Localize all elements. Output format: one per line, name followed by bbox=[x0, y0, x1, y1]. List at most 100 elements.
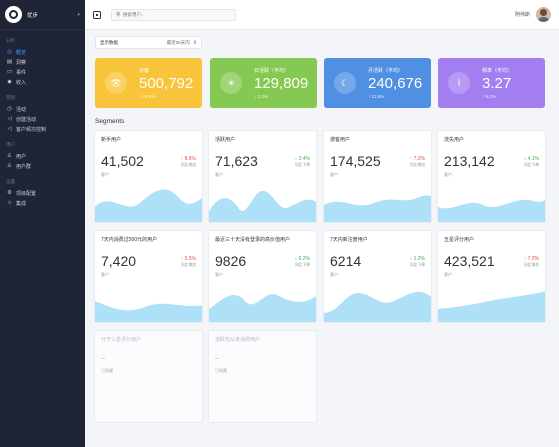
sidebar-item-icon: ♙ bbox=[7, 163, 12, 169]
stat-icon: ⌇ bbox=[448, 72, 470, 94]
segment-card[interactable]: 7天内消费过500元的用户 7,420 客户 ↑ 5.5% 同比增加 bbox=[94, 230, 203, 323]
trend-area bbox=[95, 189, 202, 222]
sidebar-item-icon: ◷ bbox=[7, 106, 12, 112]
sidebar-item[interactable]: ◁ 创建活动 bbox=[0, 114, 85, 124]
username[interactable]: 阿伟斯 bbox=[514, 12, 530, 18]
segment-title: 流失用户 bbox=[444, 137, 465, 143]
stat-card[interactable]: ⌇ 频率（平均） 3.27 ↑ 5.2% bbox=[438, 58, 545, 108]
project-switcher[interactable]: 优步 ▾ bbox=[0, 0, 85, 30]
sidebar-item[interactable]: ◁ 客户频次控制 bbox=[0, 124, 85, 134]
segment-trend-chart bbox=[95, 301, 202, 322]
menu-toggle-icon[interactable] bbox=[93, 10, 101, 19]
segment-card[interactable]: 最近三十天没有登录的高价值用户 9826 客户 ↓ 0.2% 同比下降 bbox=[208, 230, 317, 323]
sidebar-item[interactable]: ◎ 概览 bbox=[0, 47, 85, 57]
segment-value: 41,502 bbox=[101, 153, 144, 169]
sidebar-item-label: 用户群 bbox=[16, 163, 32, 170]
sidebar-item-icon: ♙ bbox=[7, 153, 12, 159]
segment-note: 客户 bbox=[444, 272, 452, 277]
segment-trend-chart bbox=[95, 189, 202, 222]
segment-value-placeholder: -- bbox=[215, 356, 219, 362]
stat-icon: ☀ bbox=[220, 72, 242, 94]
stat-title: 日活跃（平均） bbox=[254, 68, 290, 74]
sidebar-item-icon: ⚙ bbox=[7, 190, 12, 196]
segment-card[interactable]: 新手用户 41,502 客户 ↑ 8.6% 同比增加 bbox=[94, 130, 203, 223]
stat-card[interactable]: 👁 访客 500,792 ↑ 28.2% bbox=[95, 58, 202, 108]
segment-delta: ↓ 4.1% bbox=[523, 156, 539, 162]
segment-trend-chart bbox=[209, 190, 316, 222]
sidebar-item-label: 创建活动 bbox=[16, 116, 37, 123]
sidebar-item-icon: ▭ bbox=[6, 69, 13, 75]
search-icon: ⚲ bbox=[116, 11, 121, 18]
search-input[interactable] bbox=[123, 12, 224, 17]
stat-value: 500,792 bbox=[139, 75, 194, 92]
sidebar: 优步 ▾ 分析 ◎ 概览 ▤ 洞察 ▭ 事件 ◆ 收入营销 ◷ 活动 ◁ 创建活动 ◁ 客户频次控制用户 ♙ 用… bbox=[0, 0, 85, 447]
chevron-down-icon: ▾ bbox=[77, 11, 80, 18]
main-content: 显示数据 最近30天内 ⇕ 👁 访客 500,792 ↑ 28.2% ☀ 日活跃（… bbox=[85, 30, 559, 447]
sidebar-item-icon: ◎ bbox=[7, 49, 12, 55]
trend-area bbox=[324, 195, 431, 222]
segment-card-empty[interactable]: 流跃但从未消费用户 -- 已隐藏 bbox=[208, 330, 317, 423]
segment-delta: ↓ 2.4% bbox=[294, 156, 310, 162]
sidebar-item[interactable]: ▤ 洞察 bbox=[0, 57, 85, 67]
sidebar-item-label: 活动 bbox=[16, 106, 27, 113]
avatar[interactable] bbox=[536, 7, 551, 22]
sidebar-section-title: 分析 bbox=[6, 38, 15, 43]
segment-title: 7天内新注册用户 bbox=[330, 237, 368, 243]
stat-value: 129,809 bbox=[254, 75, 309, 92]
sidebar-item[interactable]: ⊹ 集成 bbox=[0, 198, 85, 208]
sidebar-item-label: 项目配置 bbox=[16, 190, 37, 197]
segment-card[interactable]: 活跃用户 71,623 客户 ↓ 2.4% 同比下降 bbox=[208, 130, 317, 223]
segment-trend-chart bbox=[438, 291, 545, 322]
stat-title: 月活跃（平均） bbox=[368, 68, 404, 74]
segment-value-placeholder: -- bbox=[101, 356, 105, 362]
segment-title: 新手用户 bbox=[101, 137, 122, 143]
stat-icon: 👁 bbox=[105, 72, 127, 94]
segment-card[interactable]: 流失用户 213,142 客户 ↓ 4.1% 同比下降 bbox=[437, 130, 546, 223]
date-range-label: 显示数据 bbox=[100, 39, 118, 45]
segment-card[interactable]: 游客用户 174,525 客户 ↑ 7.2% 同比增加 bbox=[323, 130, 432, 223]
segment-note: 客户 bbox=[101, 272, 109, 277]
sidebar-item[interactable]: ◷ 活动 bbox=[0, 104, 85, 114]
stat-card[interactable]: ☾ 月活跃（平均） 240,676 ↑ 13.9% bbox=[324, 58, 431, 108]
stat-value: 240,676 bbox=[368, 75, 423, 92]
segment-title: 五星评分用户 bbox=[444, 237, 475, 243]
stat-change: ↑ 5.2% bbox=[482, 94, 496, 99]
stat-card[interactable]: ☀ 日活跃（平均） 129,809 ↑ 2.2% bbox=[210, 58, 317, 108]
search-box[interactable]: ⚲ bbox=[111, 8, 236, 21]
sidebar-item[interactable]: ◆ 收入 bbox=[0, 77, 85, 87]
trend-area bbox=[209, 294, 316, 322]
stat-icon: ☾ bbox=[334, 72, 356, 94]
segment-card[interactable]: 五星评分用户 423,521 客户 ↑ 7.2% 同比增加 bbox=[437, 230, 546, 323]
sidebar-item[interactable]: ♙ 用户群 bbox=[0, 161, 85, 171]
segment-status: 已隐藏 bbox=[215, 368, 227, 373]
sidebar-item-label: 收入 bbox=[16, 79, 27, 86]
segment-value: 213,142 bbox=[444, 153, 495, 169]
sidebar-item-icon: ▤ bbox=[6, 59, 13, 65]
segment-delta-note: 同比增加 bbox=[523, 263, 539, 267]
trend-area bbox=[438, 199, 545, 222]
segment-value: 423,521 bbox=[444, 253, 495, 269]
project-name: 优步 bbox=[27, 12, 39, 19]
sidebar-section-title: 营销 bbox=[6, 95, 15, 100]
segment-card[interactable]: 7天内新注册用户 6214 客户 ↓ 1.2% 同比下降 bbox=[323, 230, 432, 323]
segment-title: 7天内消费过500元的用户 bbox=[101, 237, 158, 243]
segment-delta: ↑ 8.6% bbox=[180, 156, 196, 162]
sidebar-item[interactable]: ▭ 事件 bbox=[0, 67, 85, 77]
segment-delta-note: 同比增加 bbox=[409, 163, 425, 167]
stat-title: 访客 bbox=[139, 68, 150, 74]
segment-delta: ↑ 5.5% bbox=[180, 256, 196, 262]
date-range-value: 最近30天内 bbox=[166, 39, 190, 45]
segment-note: 客户 bbox=[330, 172, 338, 177]
sidebar-section-title: 设置 bbox=[6, 179, 15, 184]
segment-trend-chart bbox=[324, 291, 431, 322]
sidebar-item[interactable]: ⚙ 项目配置 bbox=[0, 188, 85, 198]
date-range-select[interactable]: 显示数据 最近30天内 ⇕ bbox=[95, 36, 202, 49]
sidebar-item-icon: ◁ bbox=[7, 116, 12, 122]
segment-delta-note: 同比下降 bbox=[409, 263, 425, 267]
sidebar-item-label: 用户 bbox=[16, 153, 27, 160]
segment-title: 流跃但从未消费用户 bbox=[215, 337, 261, 343]
sidebar-item[interactable]: ♙ 用户 bbox=[0, 151, 85, 161]
sidebar-section-title: 用户 bbox=[6, 142, 15, 147]
segment-card-empty[interactable]: 分于三星评分用户 -- 已隐藏 bbox=[94, 330, 203, 423]
